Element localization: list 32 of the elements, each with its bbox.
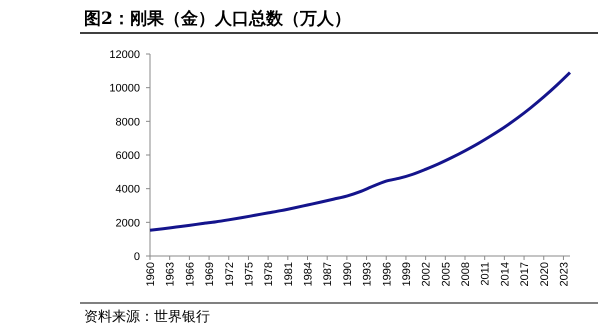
y-tick-label: 4000 <box>116 184 140 196</box>
y-tick-label: 8000 <box>116 116 140 128</box>
x-tick-label: 1969 <box>204 262 216 286</box>
x-tick-label: 1981 <box>282 262 295 286</box>
x-tick-label: 2017 <box>519 262 532 286</box>
x-tick-label: 1966 <box>184 262 196 286</box>
x-tick-label: 1984 <box>302 262 314 286</box>
x-tick-label: 1960 <box>145 262 157 286</box>
x-tick-label: 1996 <box>381 262 394 286</box>
text: 资料来源：世界银行 <box>84 309 210 325</box>
x-tick-label: 1978 <box>263 262 276 286</box>
chart-title: 图2：刚果（金）人口总数（万人） <box>84 9 351 29</box>
x-tick-label: 2005 <box>440 262 452 286</box>
y-tick-label: 0 <box>134 251 140 263</box>
x-tick-label: 1993 <box>362 262 374 286</box>
x-tick-label: 2002 <box>420 262 433 286</box>
x-tick-label: 1972 <box>224 262 236 286</box>
x-tick-label: 1963 <box>164 262 177 286</box>
x-tick-label: 2020 <box>538 262 551 286</box>
y-tick-label: 6000 <box>116 150 140 162</box>
x-tick-label: 2011 <box>480 262 492 286</box>
line-series <box>148 71 572 232</box>
x-tick-label: 1990 <box>342 262 354 286</box>
x-tick-label: 2008 <box>460 262 472 286</box>
x-tick-label: 2023 <box>558 262 570 286</box>
y-tick-label: 2000 <box>116 217 140 230</box>
x-tick-label: 2014 <box>499 262 512 286</box>
x-tick-label: 1999 <box>400 262 413 286</box>
x-tick-label: 1987 <box>322 262 334 286</box>
y-tick-label: 12000 <box>109 49 140 61</box>
x-tick-label: 1975 <box>243 262 256 286</box>
y-tick-label: 10000 <box>109 82 140 95</box>
